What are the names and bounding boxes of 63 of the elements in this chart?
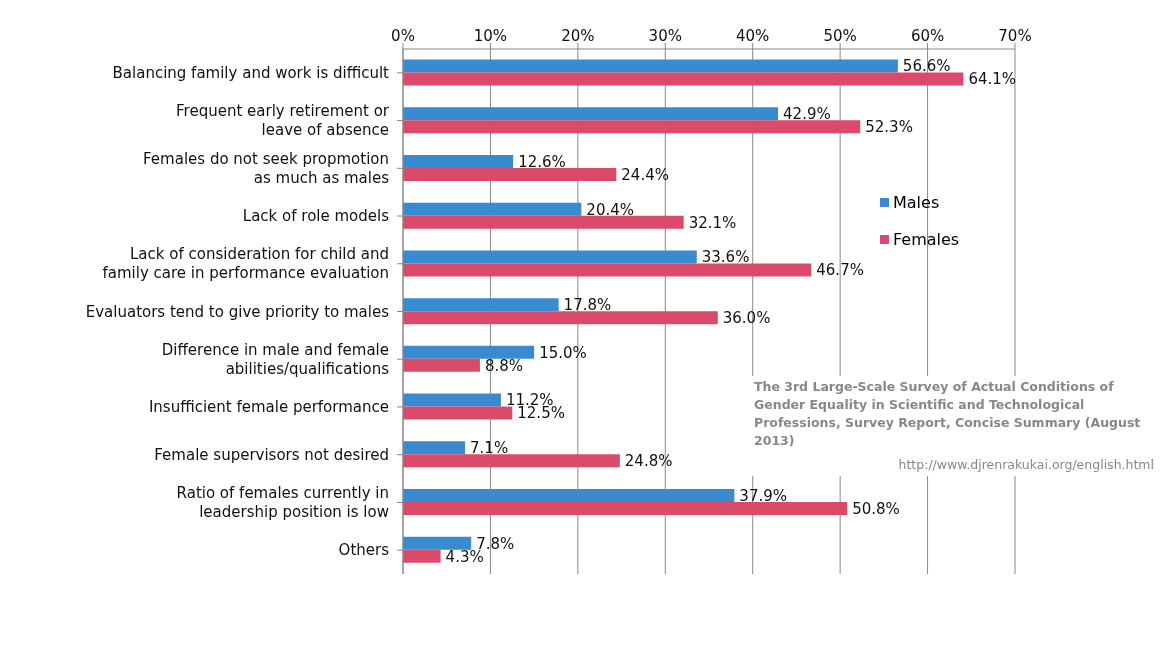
legend-label: Females <box>893 230 960 249</box>
y-tick-label: Evaluators tend to give priority to males <box>85 302 390 321</box>
data-label: 42.9% <box>783 105 831 124</box>
x-tick-label: 20% <box>561 27 595 45</box>
data-label: 20.4% <box>586 200 635 219</box>
bar <box>403 298 559 312</box>
bar <box>403 441 466 455</box>
bar <box>403 72 964 86</box>
data-label: 32.1% <box>688 213 737 232</box>
data-label: 12.6% <box>518 152 566 171</box>
x-tick-label: 70% <box>998 27 1032 45</box>
bar <box>403 107 779 121</box>
bar <box>403 120 861 134</box>
y-tick-label: Lack of role models <box>242 207 390 226</box>
bar <box>403 250 697 264</box>
bar <box>403 167 617 181</box>
data-label: 33.6% <box>701 248 750 267</box>
data-label: 15.0% <box>539 343 587 362</box>
y-tick-label: Balancing family and work is difficult <box>112 63 390 82</box>
x-tick-label: 40% <box>736 27 770 45</box>
y-tick-label: Lack of consideration for child and family care in performance evaluation <box>102 245 389 283</box>
data-label: 46.7% <box>816 261 864 280</box>
data-label: 17.8% <box>563 295 612 314</box>
y-tick-label: Others <box>338 541 390 560</box>
bar <box>403 536 472 550</box>
annotation: http://www.djrenrakukai.org/english.html <box>897 456 1154 474</box>
bar <box>403 202 582 216</box>
y-tick-label: Female supervisors not desired <box>154 445 389 464</box>
bar <box>403 311 718 325</box>
data-label: 52.3% <box>865 118 913 137</box>
x-tick-label: 50% <box>823 27 857 45</box>
bar <box>403 358 480 372</box>
bar <box>403 454 620 468</box>
bar <box>403 59 898 73</box>
x-tick-label: 0% <box>391 27 415 45</box>
data-label: 24.8% <box>624 452 673 471</box>
y-tick-label: Difference in male and female abilities/qualifications <box>161 340 390 378</box>
bar <box>403 345 535 359</box>
data-label: 7.1% <box>470 439 509 458</box>
data-label: 56.6% <box>902 57 951 76</box>
y-tick-label: Frequent early retirement or leave of absence <box>176 102 390 140</box>
data-label: 50.8% <box>852 499 900 518</box>
data-label: 8.8% <box>484 356 524 375</box>
bar <box>403 154 514 168</box>
bar <box>403 263 812 277</box>
data-label: 37.9% <box>739 486 788 505</box>
y-tick-label: Insufficient female performance <box>148 397 389 416</box>
bar <box>403 489 735 503</box>
data-label: 24.4% <box>621 165 669 184</box>
data-label: 36.0% <box>722 308 771 327</box>
x-tick-label: 10% <box>473 27 508 45</box>
bar <box>403 215 684 229</box>
x-tick-label: 30% <box>648 27 682 45</box>
y-tick-label: Females do not seek propmotion as much as males <box>143 149 390 187</box>
bar <box>403 502 848 516</box>
legend-label: Males <box>893 193 940 212</box>
x-tick-label: 60% <box>910 27 945 45</box>
bar <box>403 549 441 563</box>
data-label: 64.1% <box>968 70 1017 89</box>
bar <box>403 393 501 407</box>
annotation: The 3rd Large-Scale Survey of Actual Conditions of Gender Equality in Scientific and Technological Professions, Survey Report, Concise Summary (August 2013) <box>754 378 1142 450</box>
bar <box>403 406 513 420</box>
y-tick-label: Ratio of females currently in leadership position is low <box>176 483 389 521</box>
